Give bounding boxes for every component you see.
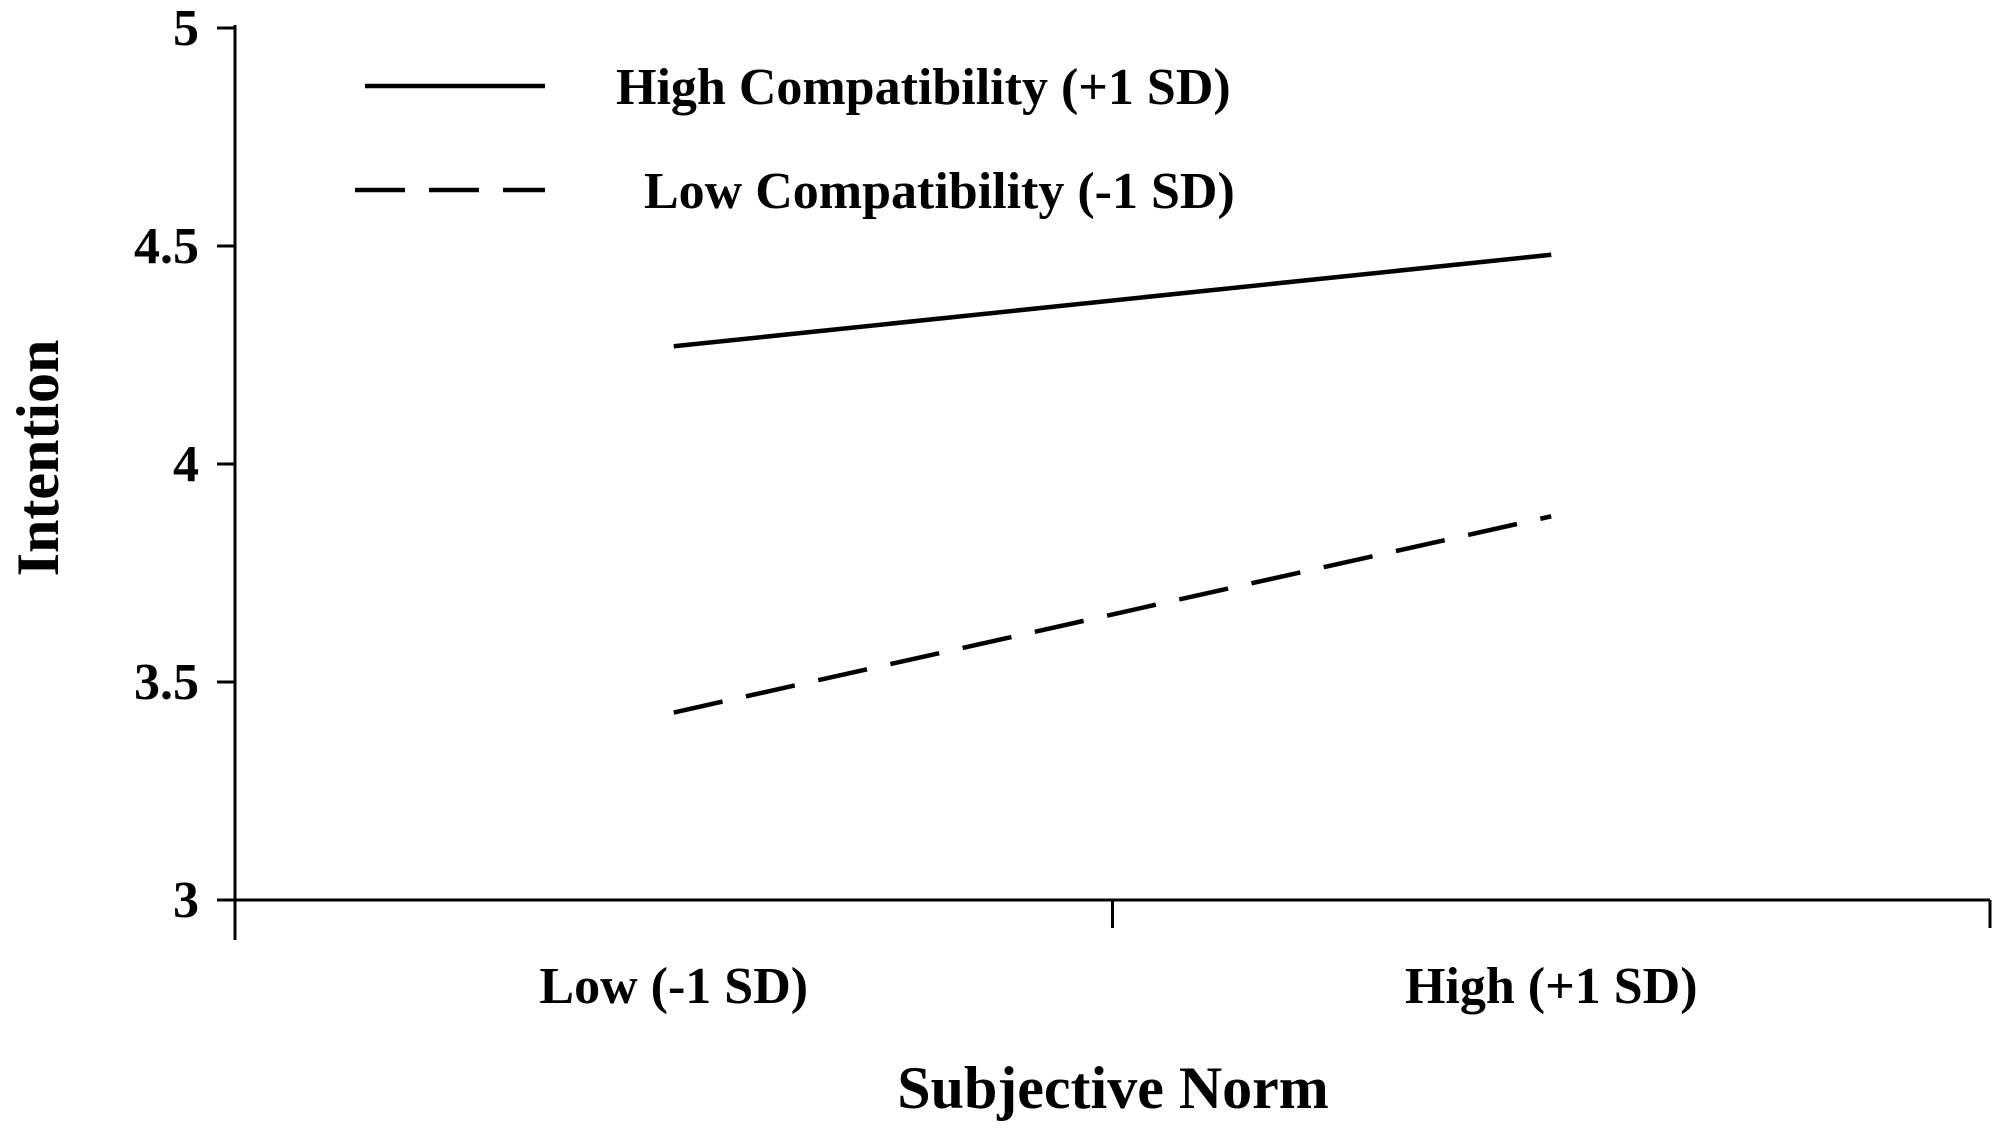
- y-tick-label: 5: [173, 0, 199, 57]
- x-ticks: Low (-1 SD) High (+1 SD): [233, 900, 1992, 1015]
- series-line-high-compatibility: [673, 252, 1552, 349]
- y-axis-title: Intention: [5, 340, 71, 577]
- y-tick-label: 3.5: [134, 654, 199, 711]
- y-tick-label: 4: [173, 436, 199, 493]
- legend-label: Low Compatibility (-1 SD): [644, 163, 1235, 220]
- y-ticks: 3 3.5 4 4.5 5: [134, 0, 235, 929]
- legend-label: High Compatibility (+1 SD): [616, 59, 1231, 116]
- x-axis-title: Subjective Norm: [897, 1055, 1329, 1121]
- y-tick-label: 4.5: [134, 218, 199, 275]
- series-group: [673, 252, 1552, 715]
- x-tick-label: Low (-1 SD): [539, 958, 808, 1015]
- x-tick-label: High (+1 SD): [1405, 958, 1698, 1015]
- series-line-low-compatibility: [673, 514, 1552, 715]
- legend: High Compatibility (+1 SD) Low Compatibil…: [355, 59, 1235, 220]
- y-tick-label: 3: [173, 872, 199, 929]
